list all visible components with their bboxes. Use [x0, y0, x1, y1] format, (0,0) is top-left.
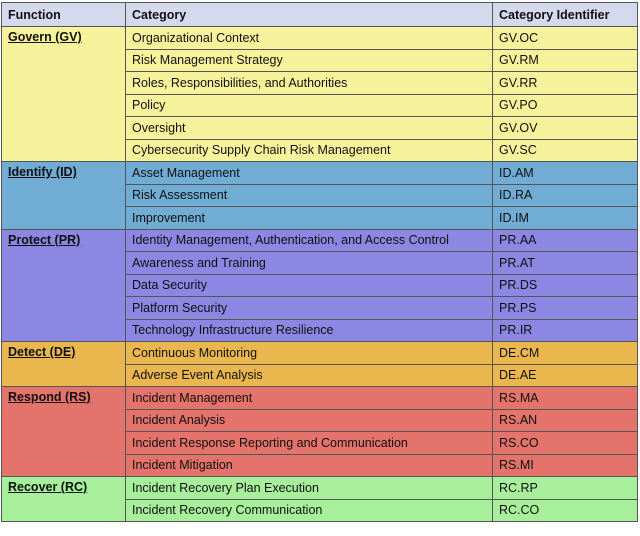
category-name: Incident Management — [125, 386, 493, 410]
category-identifier: GV.RM — [492, 48, 638, 72]
category-identifier: PR.AT — [492, 251, 638, 275]
table-row: Oversight GV.OV — [1, 116, 638, 140]
category-identifier: PR.DS — [492, 273, 638, 297]
function-detect: Detect (DE) — [1, 341, 126, 387]
category-name: Continuous Monitoring — [125, 341, 493, 365]
table-row: Incident Analysis RS.AN — [1, 408, 638, 432]
category-name: Roles, Responsibilities, and Authorities — [125, 71, 493, 95]
category-identifier: ID.AM — [492, 161, 638, 185]
table-row: Incident Recovery Communication RC.CO — [1, 498, 638, 522]
category-identifier: PR.AA — [492, 228, 638, 252]
category-identifier: DE.CM — [492, 341, 638, 365]
category-name: Organizational Context — [125, 26, 493, 50]
category-name: Policy — [125, 93, 493, 117]
table-row: Platform Security PR.PS — [1, 296, 638, 320]
category-identifier: RS.CO — [492, 431, 638, 455]
category-name: Incident Recovery Plan Execution — [125, 476, 493, 500]
category-identifier: GV.RR — [492, 71, 638, 95]
table-row: Recover (RC) Incident Recovery Plan Execu… — [1, 476, 638, 522]
function-respond: Respond (RS) — [1, 386, 126, 477]
category-name: Incident Analysis — [125, 408, 493, 432]
table-row: Respond (RS) Incident Management RS.MA — [1, 386, 638, 477]
table-row: Detect (DE) Continuous Monitoring DE.CM — [1, 341, 638, 387]
csf-functions-table: Function Category Category Identifier Go… — [1, 2, 638, 522]
category-identifier: DE.AE — [492, 363, 638, 387]
table-row: Protect (PR) Identity Management, Authent… — [1, 228, 638, 342]
category-name: Technology Infrastructure Resilience — [125, 318, 493, 342]
category-name: Risk Management Strategy — [125, 48, 493, 72]
category-identifier: PR.IR — [492, 318, 638, 342]
category-name: Risk Assessment — [125, 183, 493, 207]
category-name: Data Security — [125, 273, 493, 297]
category-identifier: RS.MA — [492, 386, 638, 410]
category-name: Incident Recovery Communication — [125, 498, 493, 522]
category-identifier: RS.AN — [492, 408, 638, 432]
category-name: Incident Mitigation — [125, 453, 493, 477]
category-name: Incident Response Reporting and Communic… — [125, 431, 493, 455]
table-row: Identify (ID) Asset Management ID.AM — [1, 161, 638, 230]
header-row: Function Category Category Identifier — [1, 2, 638, 27]
table-body: Govern (GV) Organizational Context GV.OC Ri… — [1, 26, 638, 522]
table-row: Technology Infrastructure Resilience PR.I… — [1, 318, 638, 342]
category-name: Identity Management, Authentication, and… — [125, 228, 493, 252]
table-row: Risk Management Strategy GV.RM — [1, 48, 638, 72]
function-protect: Protect (PR) — [1, 228, 126, 342]
header-category: Category — [125, 2, 493, 27]
category-name: Adverse Event Analysis — [125, 363, 493, 387]
category-name: Oversight — [125, 116, 493, 140]
category-name: Improvement — [125, 206, 493, 230]
category-name: Asset Management — [125, 161, 493, 185]
category-identifier: RS.MI — [492, 453, 638, 477]
category-identifier: GV.PO — [492, 93, 638, 117]
function-recover: Recover (RC) — [1, 476, 126, 522]
table-row: Incident Response Reporting and Communic… — [1, 431, 638, 455]
function-identify: Identify (ID) — [1, 161, 126, 230]
category-identifier: ID.RA — [492, 183, 638, 207]
header-function: Function — [1, 2, 126, 27]
category-identifier: RC.CO — [492, 498, 638, 522]
category-identifier: ID.IM — [492, 206, 638, 230]
table-row: Cybersecurity Supply Chain Risk Manageme… — [1, 138, 638, 162]
category-identifier: PR.PS — [492, 296, 638, 320]
category-name: Cybersecurity Supply Chain Risk Manageme… — [125, 138, 493, 162]
function-govern: Govern (GV) — [1, 26, 126, 162]
table-header: Function Category Category Identifier — [1, 2, 638, 27]
table-row: Improvement ID.IM — [1, 206, 638, 230]
category-name: Awareness and Training — [125, 251, 493, 275]
header-category-identifier: Category Identifier — [492, 2, 638, 27]
table-row: Govern (GV) Organizational Context GV.OC — [1, 26, 638, 162]
category-identifier: GV.SC — [492, 138, 638, 162]
category-identifier: GV.OC — [492, 26, 638, 50]
table-row: Incident Mitigation RS.MI — [1, 453, 638, 477]
category-name: Platform Security — [125, 296, 493, 320]
category-identifier: GV.OV — [492, 116, 638, 140]
category-identifier: RC.RP — [492, 476, 638, 500]
table-row: Risk Assessment ID.RA — [1, 183, 638, 207]
table-row: Data Security PR.DS — [1, 273, 638, 297]
